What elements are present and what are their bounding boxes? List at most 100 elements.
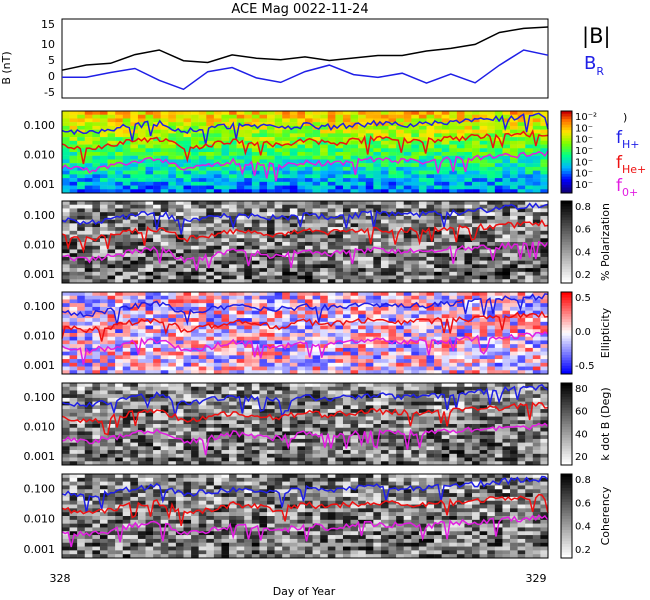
- heatmap-cell: [335, 242, 344, 246]
- heatmap-cell: [494, 336, 503, 341]
- heatmap-cell: [373, 321, 382, 326]
- heatmap-cell: [441, 245, 450, 250]
- heatmap-cell: [532, 137, 541, 142]
- heatmap-cell: [259, 450, 268, 455]
- heatmap-cell: [289, 295, 298, 300]
- heatmap-cell: [282, 152, 291, 156]
- heatmap-cell: [130, 133, 139, 138]
- heatmap-cell: [160, 351, 169, 356]
- heatmap-cell: [320, 362, 328, 367]
- heatmap-cell: [388, 249, 397, 254]
- heatmap-cell: [62, 178, 70, 183]
- heatmap-cell: [191, 314, 199, 319]
- heatmap-cell: [213, 215, 222, 220]
- heatmap-cell: [350, 181, 359, 186]
- heatmap-cell: [267, 204, 275, 209]
- heatmap-cell: [206, 420, 215, 425]
- heatmap-cell: [396, 279, 404, 284]
- heatmap-cell: [487, 292, 496, 296]
- heatmap-cell: [267, 405, 275, 410]
- heatmap-cell: [289, 201, 298, 205]
- heatmap-cell: [479, 181, 488, 186]
- heatmap-cell: [122, 159, 131, 164]
- heatmap-cell: [297, 204, 306, 209]
- heatmap-cell: [479, 321, 488, 326]
- heatmap-cell: [175, 185, 184, 190]
- heatmap-cell: [153, 201, 161, 205]
- heatmap-cell: [221, 170, 230, 175]
- heatmap-cell: [464, 111, 473, 115]
- heatmap-cell: [69, 227, 78, 232]
- heatmap-cell: [267, 256, 275, 261]
- heatmap-cell: [244, 457, 253, 462]
- heatmap-cell: [122, 438, 131, 443]
- heatmap-cell: [517, 366, 526, 371]
- heatmap-cell: [510, 351, 518, 356]
- heatmap-cell: [69, 174, 78, 179]
- heatmap-cell: [244, 129, 253, 134]
- heatmap-cell: [418, 111, 427, 115]
- heatmap-cell: [183, 215, 192, 220]
- heatmap-cell: [517, 219, 526, 224]
- heatmap-cell: [122, 347, 131, 352]
- heatmap-cell: [99, 242, 108, 246]
- heatmap-cell: [107, 189, 116, 194]
- heatmap-cell: [244, 427, 253, 432]
- heatmap-cell: [464, 249, 473, 254]
- heatmap-cell: [403, 137, 412, 142]
- heatmap-cell: [510, 310, 518, 315]
- heatmap-cell: [206, 253, 215, 258]
- heatmap-cell: [198, 292, 207, 296]
- heatmap-cell: [342, 174, 351, 179]
- heatmap-cell: [532, 163, 541, 168]
- heatmap-cell: [168, 163, 177, 168]
- heatmap-cell: [244, 409, 253, 414]
- heatmap-cell: [289, 215, 298, 220]
- heatmap-cell: [130, 333, 139, 337]
- colorbar-segment: [561, 231, 572, 235]
- heatmap-cell: [396, 366, 404, 371]
- heatmap-cell: [282, 174, 291, 179]
- heatmap-cell: [145, 208, 154, 213]
- heatmap-cell: [502, 163, 511, 168]
- heatmap-cell: [236, 133, 245, 138]
- heatmap-cell: [244, 442, 253, 447]
- heatmap-cell: [213, 152, 222, 156]
- heatmap-cell: [358, 204, 366, 209]
- heatmap-cell: [77, 299, 85, 304]
- heatmap-cell: [267, 223, 275, 228]
- heatmap-cell: [434, 321, 442, 326]
- freq-line-f-Hplus: [61, 112, 549, 145]
- heatmap-cell: [487, 275, 496, 280]
- heatmap-cell: [350, 215, 359, 220]
- heatmap-cell: [69, 253, 78, 258]
- heatmap-cell: [426, 256, 435, 261]
- heatmap-cell: [312, 238, 321, 243]
- heatmap-cell: [479, 223, 488, 228]
- heatmap-cell: [403, 299, 412, 304]
- heatmap-cell: [502, 148, 511, 153]
- heatmap-cell: [251, 370, 260, 375]
- heatmap-cell: [153, 170, 161, 175]
- heatmap-cell: [191, 424, 199, 428]
- heatmap-cell: [494, 366, 503, 371]
- heatmap-cell: [274, 264, 283, 269]
- heatmap-cell: [441, 223, 450, 228]
- heatmap-cell: [456, 215, 465, 220]
- heatmap-cell: [175, 181, 184, 186]
- heatmap-cell: [456, 152, 465, 156]
- heatmap-cell: [441, 185, 450, 190]
- heatmap-cell: [153, 230, 161, 235]
- heatmap-cell: [259, 409, 268, 414]
- heatmap-cell: [494, 253, 503, 258]
- heatmap-cell: [221, 185, 230, 190]
- heatmap-cell: [365, 230, 374, 235]
- heatmap-cell: [365, 125, 374, 130]
- heatmap-cell: [229, 461, 237, 466]
- heatmap-cell: [153, 420, 161, 425]
- heatmap-cell: [510, 111, 518, 115]
- heatmap-cell: [69, 405, 78, 410]
- heatmap-cell: [153, 450, 161, 455]
- heatmap-cell: [145, 295, 154, 300]
